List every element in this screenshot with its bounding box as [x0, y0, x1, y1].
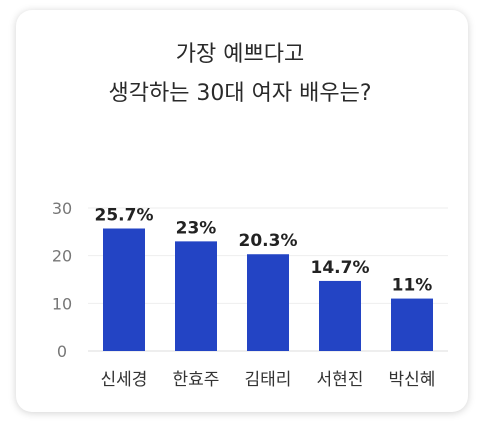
y-tick-label: 20 — [52, 247, 72, 266]
y-tick-label: 0 — [57, 342, 67, 361]
bar — [319, 280, 361, 351]
data-label: 20.3% — [239, 231, 298, 251]
bar — [247, 254, 289, 351]
data-label: 14.7% — [311, 258, 370, 278]
chart-title-line2: 생각하는 30대 여자 배우는? — [108, 81, 372, 106]
data-label: 25.7% — [95, 205, 154, 225]
data-label: 11% — [392, 276, 433, 296]
data-label: 23% — [176, 218, 217, 238]
y-tick-label: 10 — [52, 294, 72, 313]
category-label: 한효주 — [173, 370, 220, 390]
y-tick-label: 30 — [52, 199, 72, 218]
bar — [391, 298, 433, 351]
category-label: 신세경 — [101, 370, 148, 390]
category-label: 김태리 — [245, 370, 292, 390]
bar — [103, 228, 145, 351]
chart-title-line1: 가장 예쁘다고 — [175, 42, 305, 67]
bar — [175, 241, 217, 351]
category-label: 박신혜 — [389, 370, 436, 390]
category-label: 서현진 — [317, 370, 364, 390]
